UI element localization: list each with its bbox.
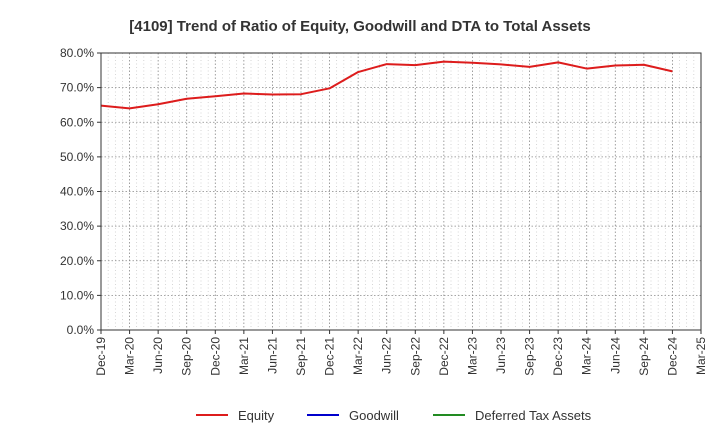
y-tick-label: 30.0% xyxy=(60,219,94,233)
x-tick-label: Dec-21 xyxy=(323,337,337,376)
x-tick-label: Sep-21 xyxy=(294,337,308,376)
x-tick-label: Jun-23 xyxy=(494,337,508,374)
x-tick-label: Dec-19 xyxy=(94,337,108,376)
x-tick-label: Dec-23 xyxy=(551,337,565,376)
y-tick-label: 10.0% xyxy=(60,288,94,302)
x-axis: Dec-19 Mar-20 Jun-20 Sep-20 Dec-20 Mar-21 Jun-… xyxy=(94,330,708,376)
x-tick-label: Jun-22 xyxy=(380,337,394,374)
legend-label-deferred-tax-assets: Deferred Tax Assets xyxy=(475,408,592,423)
legend-label-goodwill: Goodwill xyxy=(349,408,399,423)
plot-frame xyxy=(100,52,702,331)
y-tick-label: 20.0% xyxy=(60,254,94,268)
x-tick-label: Jun-21 xyxy=(265,337,279,374)
legend-label-equity: Equity xyxy=(238,408,275,423)
x-tick-label: Sep-23 xyxy=(523,337,537,376)
x-tick-label: Sep-22 xyxy=(408,337,422,376)
y-tick-label: 80.0% xyxy=(60,46,94,60)
x-tick-label: Dec-24 xyxy=(665,337,679,376)
x-tick-label: Mar-25 xyxy=(694,337,708,375)
x-tick-label: Jun-24 xyxy=(608,337,622,374)
x-tick-label: Mar-23 xyxy=(465,337,479,375)
y-tick-label: 40.0% xyxy=(60,185,94,199)
y-tick-label: 0.0% xyxy=(67,323,95,337)
y-axis: 0.0% 10.0% 20.0% 30.0% 40.0% 50.0% 60.0% 70.0% 8… xyxy=(60,46,101,337)
chart-title: [4109] Trend of Ratio of Equity, Goodwil… xyxy=(129,18,590,35)
x-tick-label: Mar-21 xyxy=(237,337,251,375)
x-tick-label: Mar-22 xyxy=(351,337,365,375)
series-layer xyxy=(100,60,673,110)
y-tick-label: 70.0% xyxy=(60,81,94,95)
y-tick-label: 50.0% xyxy=(60,150,94,164)
y-tick-label: 60.0% xyxy=(60,115,94,129)
x-tick-label: Sep-20 xyxy=(180,337,194,376)
grid-lines xyxy=(101,53,701,330)
x-tick-label: Mar-24 xyxy=(580,337,594,375)
series-line-equity xyxy=(100,60,673,110)
x-tick-label: Dec-20 xyxy=(208,337,222,376)
legend: Equity Goodwill Deferred Tax Assets xyxy=(196,408,592,423)
x-tick-label: Sep-24 xyxy=(637,337,651,376)
x-tick-label: Jun-20 xyxy=(151,337,165,374)
x-tick-label: Dec-22 xyxy=(437,337,451,376)
x-tick-label: Mar-20 xyxy=(123,337,137,375)
